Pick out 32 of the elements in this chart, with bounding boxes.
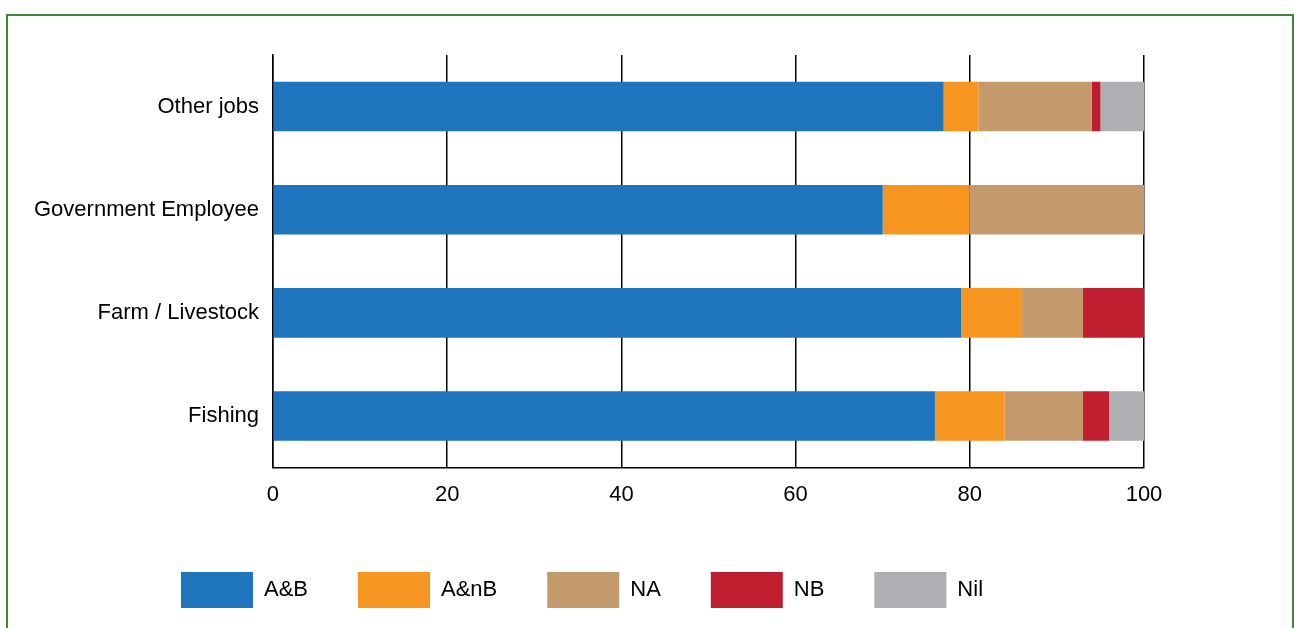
- bar: [961, 288, 1023, 338]
- bar: [882, 184, 970, 235]
- bar: [1100, 81, 1144, 132]
- bar: [978, 81, 1092, 132]
- bar: [934, 391, 1005, 441]
- bar: [273, 288, 962, 338]
- bar: [273, 391, 935, 441]
- bar: [1109, 391, 1144, 441]
- y-tick-label: Fishing: [188, 402, 259, 428]
- y-tick-label: Farm / Livestock: [97, 298, 260, 324]
- bar: [273, 81, 944, 132]
- x-tick-label: 80: [957, 480, 983, 506]
- bar: [1091, 81, 1101, 132]
- legend-label: NB: [793, 576, 825, 602]
- bar: [1022, 288, 1084, 338]
- bar: [943, 81, 979, 132]
- y-tick-label: Other jobs: [157, 92, 259, 118]
- x-tick-label: 40: [609, 480, 634, 506]
- legend-label: Nil: [957, 576, 984, 602]
- bar: [1083, 288, 1144, 338]
- x-tick-label: 100: [1125, 480, 1163, 506]
- x-tick-label: 20: [434, 480, 460, 506]
- bar: [273, 184, 883, 235]
- legend-label: A&B: [263, 576, 308, 602]
- bar: [1083, 391, 1110, 441]
- x-tick-label: 0: [266, 480, 280, 506]
- y-tick-label: Government Employee: [34, 195, 259, 221]
- bar: [969, 184, 1144, 235]
- legend-label: A&nB: [440, 576, 498, 602]
- x-tick-label: 60: [783, 480, 808, 506]
- legend-label: NA: [630, 576, 662, 602]
- bar: [1004, 391, 1084, 441]
